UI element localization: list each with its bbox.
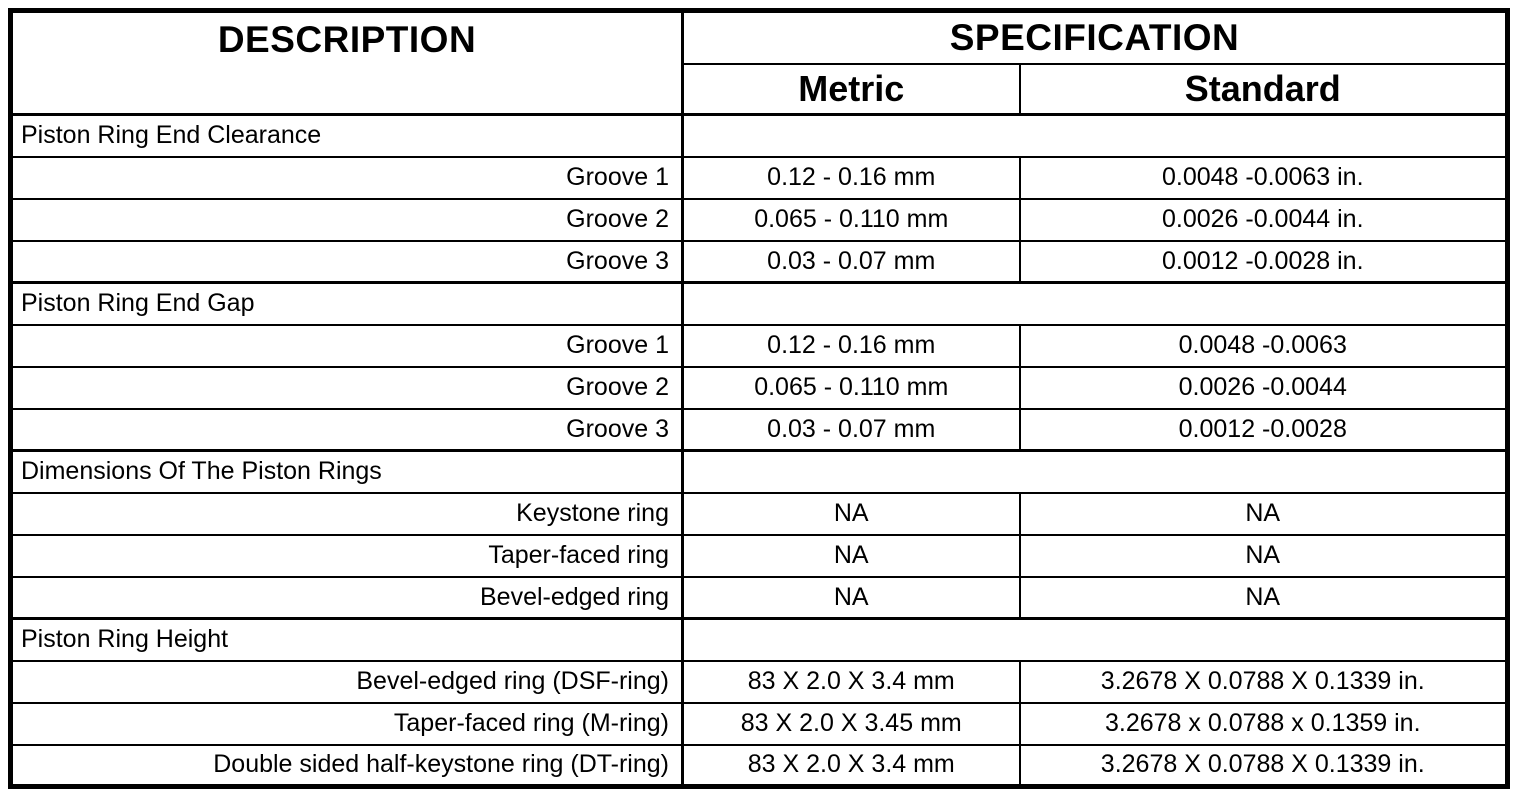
row-label: Bevel-edged ring [9,575,684,620]
standard-value: NA [1018,533,1509,578]
row-label: Groove 2 [9,197,684,242]
table-row: Groove 3 0.03 - 0.07 mm 0.0012 -0.0028 in. [9,239,1509,284]
table-body: Piston Ring End Clearance Groove 1 0.12 - … [9,113,1509,788]
standard-value: 3.2678 X 0.0788 X 0.1339 in. [1018,659,1509,704]
metric-value: NA [681,491,1021,536]
standard-value: 0.0026 -0.0044 in. [1018,197,1509,242]
table-row: Groove 3 0.03 - 0.07 mm 0.0012 -0.0028 [9,407,1509,452]
table-row: Bevel-edged ring (DSF-ring) 83 X 2.0 X 3.… [9,659,1509,704]
row-label: Taper-faced ring [9,533,684,578]
metric-value: NA [681,533,1021,578]
metric-value: 0.065 - 0.110 mm [681,197,1021,242]
metric-value: 0.03 - 0.07 mm [681,239,1021,284]
table-row: Taper-faced ring NA NA [9,533,1509,578]
standard-value: 3.2678 x 0.0788 x 0.1359 in. [1018,701,1509,746]
standard-column-header: Standard [1018,63,1509,116]
row-label: Groove 1 [9,155,684,200]
table-row: Groove 1 0.12 - 0.16 mm 0.0048 -0.0063 in. [9,155,1509,200]
metric-column-header: Metric [681,63,1021,116]
table-row: Groove 2 0.065 - 0.110 mm 0.0026 -0.0044 [9,365,1509,410]
table-row: Keystone ring NA NA [9,491,1509,536]
section-header-row: Dimensions Of The Piston Rings [9,449,1509,494]
metric-value: 83 X 2.0 X 3.4 mm [681,659,1021,704]
row-label: Groove 3 [9,407,684,452]
document-page: DESCRIPTION SPECIFICATION Metric Standar… [0,8,1520,804]
row-label: Groove 1 [9,323,684,368]
section-header-row: Piston Ring End Gap [9,281,1509,326]
metric-value: 0.12 - 0.16 mm [681,155,1021,200]
section-header-row: Piston Ring Height [9,617,1509,662]
row-label: Bevel-edged ring (DSF-ring) [9,659,684,704]
row-label: Taper-faced ring (M-ring) [9,701,684,746]
standard-value: 0.0012 -0.0028 in. [1018,239,1509,284]
metric-value: 83 X 2.0 X 3.4 mm [681,743,1021,788]
standard-value: NA [1018,575,1509,620]
row-label: Keystone ring [9,491,684,536]
row-label: Groove 3 [9,239,684,284]
table-row: Taper-faced ring (M-ring) 83 X 2.0 X 3.45… [9,701,1509,746]
section-spec-empty-cell [681,281,1509,326]
metric-value: 0.12 - 0.16 mm [681,323,1021,368]
section-title: Piston Ring Height [9,617,684,662]
section-spec-empty-cell [681,617,1509,662]
metric-value: 0.065 - 0.110 mm [681,365,1021,410]
row-label: Groove 2 [9,365,684,410]
description-column-header: DESCRIPTION [9,9,684,116]
metric-value: NA [681,575,1021,620]
section-header-row: Piston Ring End Clearance [9,113,1509,158]
section-spec-empty-cell [681,113,1509,158]
standard-value: 0.0048 -0.0063 [1018,323,1509,368]
standard-value: 0.0048 -0.0063 in. [1018,155,1509,200]
specification-column-header: SPECIFICATION [681,9,1509,65]
row-label: Double sided half-keystone ring (DT-ring… [9,743,684,788]
table-row: Groove 2 0.065 - 0.110 mm 0.0026 -0.0044 i… [9,197,1509,242]
section-spec-empty-cell [681,449,1509,494]
standard-value: NA [1018,491,1509,536]
standard-value: 0.0026 -0.0044 [1018,365,1509,410]
table-header: DESCRIPTION SPECIFICATION Metric Standar… [9,9,1509,116]
section-title: Dimensions Of The Piston Rings [9,449,684,494]
specification-table: DESCRIPTION SPECIFICATION Metric Standar… [8,8,1510,789]
metric-value: 0.03 - 0.07 mm [681,407,1021,452]
table-row: Bevel-edged ring NA NA [9,575,1509,620]
section-title: Piston Ring End Gap [9,281,684,326]
section-title: Piston Ring End Clearance [9,113,684,158]
metric-value: 83 X 2.0 X 3.45 mm [681,701,1021,746]
table-row: Double sided half-keystone ring (DT-ring… [9,743,1509,788]
table-row: Groove 1 0.12 - 0.16 mm 0.0048 -0.0063 [9,323,1509,368]
standard-value: 3.2678 X 0.0788 X 0.1339 in. [1018,743,1509,788]
standard-value: 0.0012 -0.0028 [1018,407,1509,452]
